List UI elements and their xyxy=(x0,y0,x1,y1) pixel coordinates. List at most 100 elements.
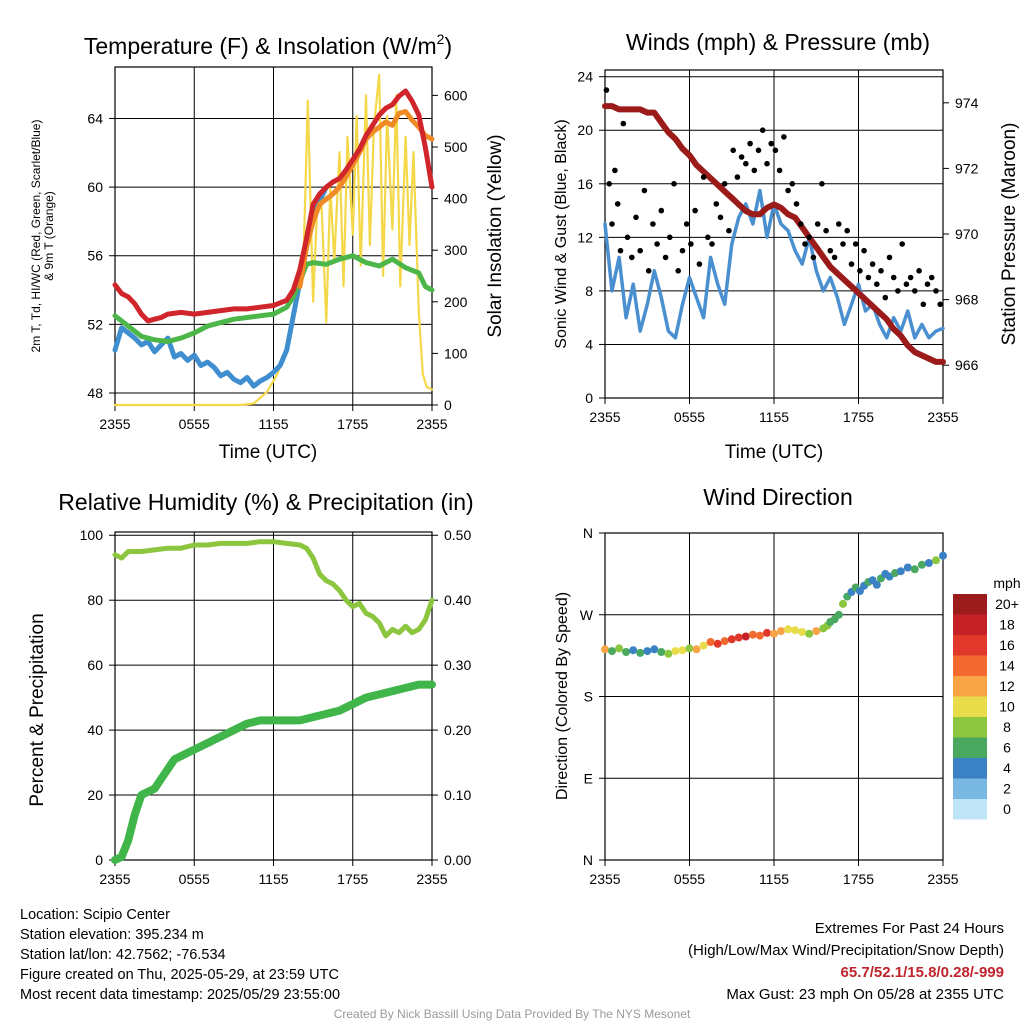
direction-point xyxy=(855,587,864,596)
gust-point xyxy=(726,227,732,234)
extremes-values: 65.7/52.1/15.8/0.28/-999 xyxy=(840,964,1004,981)
y-axis-label-line: & 9m T (Orange) xyxy=(42,191,56,281)
wind-speed-colorbar: mph 20+ 18 16 14 12 10 8 6 4 2 0 xyxy=(953,575,1021,820)
y-tick-label: 20 xyxy=(87,787,103,803)
gust-point xyxy=(614,201,621,207)
y-tick-label: 0 xyxy=(95,852,103,868)
gust-point xyxy=(768,140,774,147)
direction-point xyxy=(601,645,609,654)
x-tick-label: 1755 xyxy=(337,416,368,432)
gust-point xyxy=(688,241,694,247)
precipitation-line xyxy=(111,680,436,864)
x-tick-label: 0555 xyxy=(179,416,210,432)
y2-tick-label: 0 xyxy=(444,397,452,413)
colorbar-swatch xyxy=(953,799,987,820)
temp-series-line xyxy=(112,88,435,324)
gust-point xyxy=(878,268,884,274)
direction-point xyxy=(741,632,750,641)
direction-point xyxy=(872,580,881,589)
gust-point xyxy=(827,247,834,254)
max-gust-text: Max Gust: 23 mph On 05/28 at 2355 UTC xyxy=(726,986,1004,1003)
gust-point xyxy=(650,221,656,227)
y-tick-label: W xyxy=(580,607,594,623)
y-axis-label: Sonic Wind & Gust (Blue, Black) xyxy=(553,119,570,348)
direction-point xyxy=(784,625,793,634)
gust-point xyxy=(679,247,686,254)
y-tick-label: 4 xyxy=(585,336,593,352)
gust-point xyxy=(874,281,880,288)
y-tick-label: N xyxy=(583,525,593,541)
gust-point xyxy=(617,247,624,254)
gust-point xyxy=(671,181,677,187)
temp-series-line xyxy=(113,73,434,407)
gust-point xyxy=(654,241,660,247)
extremes-info: Extremes For Past 24 Hours (High/Low/Max… xyxy=(688,918,1004,1006)
y-axis-label-group: 2m T, Td, HI/WC (Red, Green, Scarlet/Blu… xyxy=(29,120,56,353)
y2-tick-label: 500 xyxy=(444,139,468,155)
direction-point xyxy=(798,628,807,636)
x-tick-label: 0555 xyxy=(674,409,705,425)
direction-point xyxy=(622,648,631,656)
direction-point xyxy=(678,646,687,655)
colorbar-swatch xyxy=(953,614,987,635)
colorbar-swatch xyxy=(953,778,987,799)
gust-point xyxy=(675,268,681,274)
direction-point xyxy=(629,646,638,655)
chart-title-end: ) xyxy=(444,33,452,59)
y2-tick-label: 0.20 xyxy=(444,722,471,738)
chart-title-superscript: 2 xyxy=(437,31,445,47)
y2-tick-label: 972 xyxy=(955,160,979,176)
gust-point xyxy=(692,207,698,214)
y-tick-label: 80 xyxy=(87,592,103,608)
y-axis-label: Percent & Precipitation xyxy=(27,613,48,806)
y2-axis-label-group: Solar Insolation (Yellow) xyxy=(485,134,506,337)
direction-point xyxy=(671,647,680,656)
x-tick-label: 1755 xyxy=(843,409,874,425)
colorbar-label: 0 xyxy=(1003,801,1011,817)
y-axis-label-group: Sonic Wind & Gust (Blue, Black) xyxy=(553,119,570,348)
direction-point xyxy=(720,637,729,646)
gust-point xyxy=(916,268,922,274)
gust-point xyxy=(772,147,779,154)
gust-point xyxy=(840,241,846,247)
y-axis-label-group: Direction (Colored By Speed) xyxy=(554,592,571,800)
y2-tick-label: 974 xyxy=(955,95,979,111)
gust-point xyxy=(734,174,741,180)
y2-tick-label: 966 xyxy=(955,357,979,373)
gust-point xyxy=(890,274,897,281)
elevation-text: Station elevation: 395.234 m xyxy=(20,927,204,943)
y2-tick-label: 0.40 xyxy=(444,592,471,608)
chart-title: Wind Direction xyxy=(703,484,853,510)
colorbar-label: 10 xyxy=(999,699,1015,715)
chart-title: Winds (mph) & Pressure (mb) xyxy=(626,29,930,55)
colorbar-label: 6 xyxy=(1003,740,1011,756)
y-tick-label: 8 xyxy=(585,283,593,299)
gust-point xyxy=(612,167,618,174)
wind-direction-panel: N E S W N 2355 0555 1155 1755 2355 Wind Direction D… xyxy=(554,484,959,887)
gust-point xyxy=(798,221,804,227)
colorbar-swatch xyxy=(953,594,987,615)
direction-point xyxy=(657,648,666,656)
direction-point xyxy=(615,644,624,653)
gust-point xyxy=(848,261,855,267)
gust-point xyxy=(810,254,817,261)
y2-tick-label: 0.30 xyxy=(444,657,471,673)
gust-point xyxy=(620,120,627,127)
colorbar-swatch xyxy=(953,676,987,697)
gust-point xyxy=(865,274,872,281)
direction-point xyxy=(777,627,785,636)
gust-point xyxy=(831,254,838,261)
direction-point xyxy=(763,628,771,637)
direction-point xyxy=(734,633,743,642)
colorbar-title: mph xyxy=(993,575,1020,591)
x-tick-label: 0555 xyxy=(179,871,210,887)
gust-point xyxy=(683,221,690,227)
colorbar-swatch xyxy=(953,696,987,717)
colorbar-label: 16 xyxy=(999,637,1015,653)
gust-point xyxy=(785,187,791,194)
direction-point xyxy=(939,551,947,560)
gust-point xyxy=(793,201,800,207)
direction-point xyxy=(755,631,764,640)
y2-axis-label-group: Station Pressure (Maroon) xyxy=(999,123,1020,346)
